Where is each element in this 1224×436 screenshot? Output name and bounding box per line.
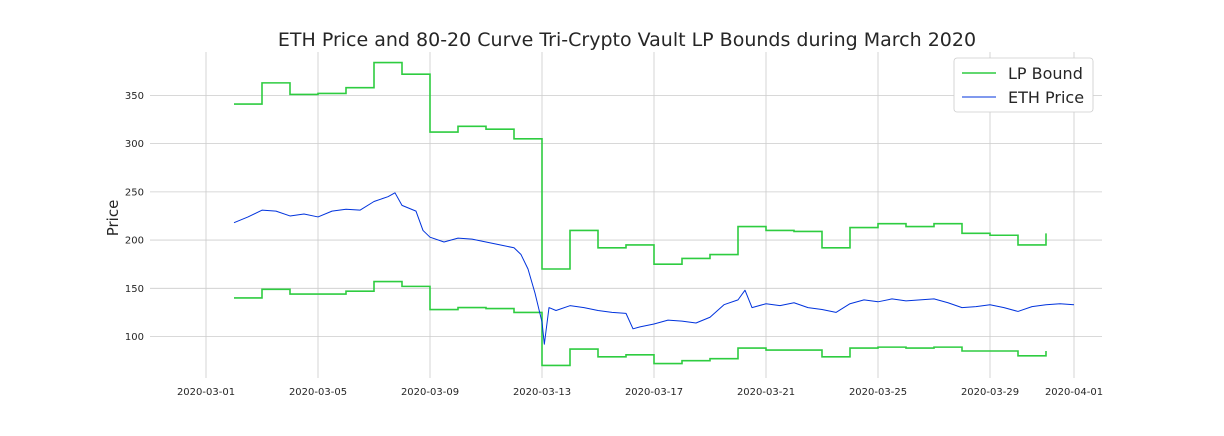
y-tick-label: 100 [125, 332, 144, 343]
x-tick-label: 2020-03-01 [177, 387, 235, 398]
y-tick-label: 200 [125, 236, 144, 247]
x-tick-label: 2020-03-25 [849, 387, 907, 398]
y-tick-label: 300 [125, 139, 144, 150]
x-tick-label: 2020-04-01 [1045, 387, 1103, 398]
ticks-layer: 2020-03-01 2020-03-05 2020-03-09 2020-03-13… [125, 91, 1103, 398]
x-tick-label: 2020-03-29 [961, 387, 1019, 398]
lp-bound-upper-line [234, 61, 1047, 270]
chart-title: ETH Price and 80-20 Curve Tri-Crypto Vau… [278, 29, 976, 51]
x-tick-label: 2020-03-09 [401, 387, 459, 398]
x-tick-label: 2020-03-13 [513, 387, 571, 398]
legend-label-lp-bound: LP Bound [1008, 64, 1083, 83]
y-axis-label: Price [104, 200, 122, 237]
eth-price-line [233, 192, 1075, 345]
x-tick-label: 2020-03-21 [737, 387, 795, 398]
legend-label-eth-price: ETH Price [1008, 88, 1084, 107]
legend-box [953, 57, 1094, 113]
x-tick-label: 2020-03-17 [625, 387, 683, 398]
legend: LP Bound ETH Price [953, 57, 1094, 113]
y-tick-label: 150 [125, 284, 144, 295]
y-tick-label: 250 [125, 187, 144, 198]
lp-bound-lower-line [234, 280, 1047, 367]
y-tick-label: 350 [125, 91, 144, 102]
x-tick-label: 2020-03-05 [289, 387, 347, 398]
grid-layer [150, 52, 1102, 378]
series-layer [233, 61, 1075, 367]
